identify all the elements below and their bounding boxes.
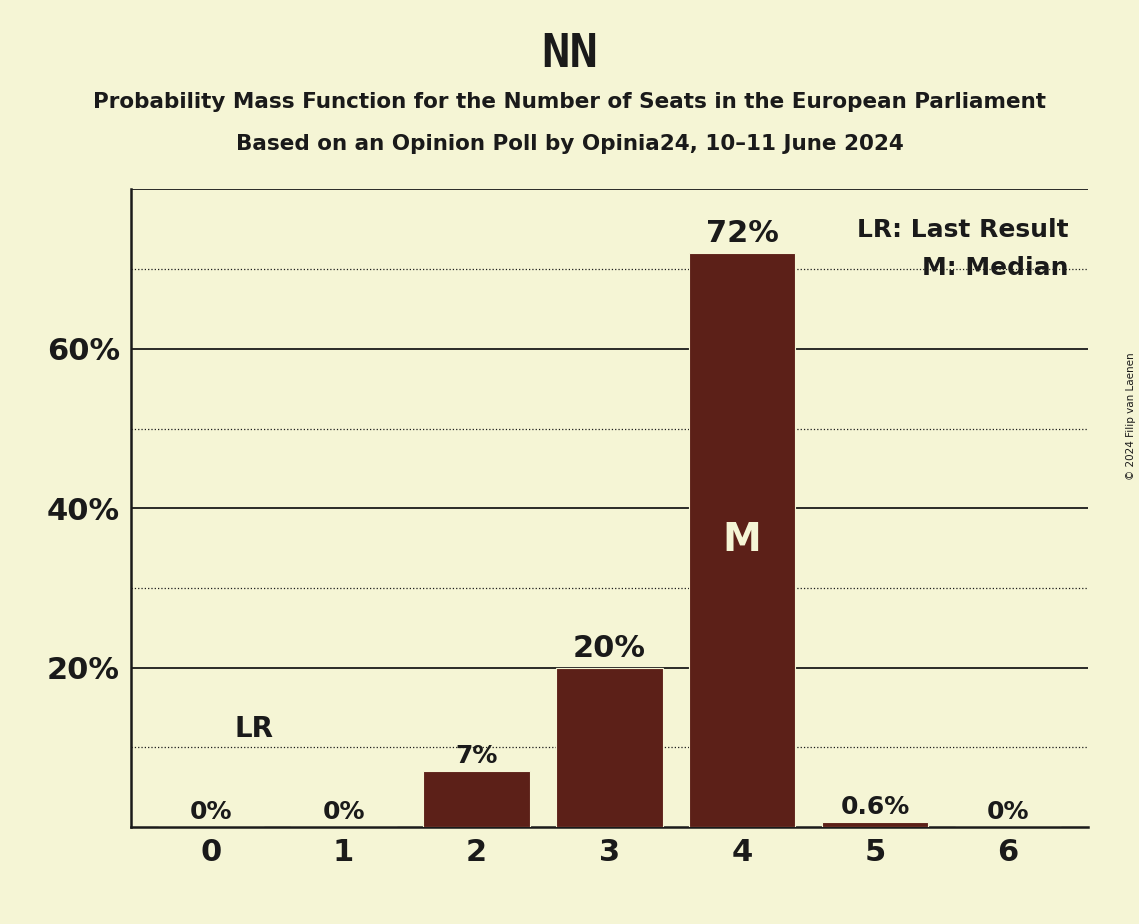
Text: 0%: 0% — [322, 800, 364, 824]
Text: 20%: 20% — [573, 634, 646, 663]
Text: © 2024 Filip van Laenen: © 2024 Filip van Laenen — [1126, 352, 1136, 480]
Text: 0%: 0% — [189, 800, 232, 824]
Text: M: M — [723, 521, 762, 559]
Bar — [689, 253, 795, 827]
Text: NN: NN — [541, 32, 598, 78]
Bar — [424, 772, 530, 827]
Text: Probability Mass Function for the Number of Seats in the European Parliament: Probability Mass Function for the Number… — [93, 92, 1046, 113]
Bar — [556, 667, 663, 827]
Text: LR: LR — [235, 714, 273, 743]
Text: 0.6%: 0.6% — [841, 795, 910, 819]
Text: 72%: 72% — [706, 219, 779, 249]
Text: M: Median: M: Median — [923, 256, 1068, 280]
Text: 0%: 0% — [986, 800, 1030, 824]
Text: LR: Last Result: LR: Last Result — [857, 218, 1068, 242]
Text: Based on an Opinion Poll by Opinia24, 10–11 June 2024: Based on an Opinion Poll by Opinia24, 10… — [236, 134, 903, 154]
Bar — [822, 822, 928, 827]
Text: 7%: 7% — [456, 744, 498, 768]
